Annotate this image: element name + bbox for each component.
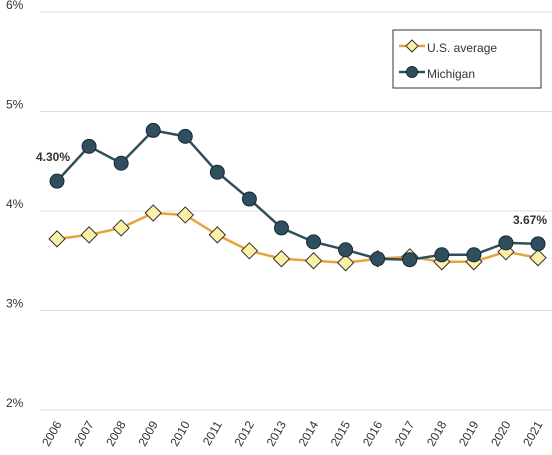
marker — [48, 230, 66, 248]
x-tick-label: 2010 — [167, 418, 193, 448]
marker — [145, 122, 161, 138]
marker — [240, 242, 259, 260]
legend-label: Michigan — [427, 67, 475, 81]
marker — [208, 226, 227, 244]
x-tick-label: 2012 — [232, 418, 258, 448]
x-tick-label: 2014 — [296, 418, 322, 448]
marker — [434, 247, 450, 263]
x-tick-label: 2009 — [135, 418, 161, 448]
x-tick-label: 2016 — [360, 418, 386, 448]
marker — [306, 234, 322, 250]
legend-marker — [406, 66, 418, 78]
x-tick-label: 2013 — [264, 418, 290, 448]
legend-box — [392, 29, 542, 89]
marker — [177, 128, 193, 144]
marker — [144, 204, 162, 222]
legend-marker — [405, 39, 419, 53]
marker — [272, 250, 291, 268]
marker — [304, 252, 323, 270]
y-tick-label: 3% — [6, 297, 24, 311]
legend-label: U.S. average — [427, 41, 497, 55]
x-tick-label: 2018 — [424, 418, 450, 448]
x-tick-label: 2015 — [328, 418, 354, 448]
y-tick-label: 5% — [6, 98, 24, 112]
marker — [498, 235, 514, 251]
marker — [81, 138, 97, 154]
marker — [209, 164, 225, 180]
marker — [273, 220, 289, 236]
marker — [338, 242, 354, 258]
marker — [112, 219, 130, 237]
x-tick-label: 2021 — [520, 418, 546, 448]
marker — [176, 206, 194, 224]
marker — [466, 247, 482, 263]
marker — [80, 226, 98, 244]
y-tick-label: 6% — [6, 0, 24, 12]
data-label: 3.67% — [513, 213, 547, 227]
x-tick-label: 2006 — [39, 418, 65, 448]
y-tick-label: 2% — [6, 396, 24, 410]
x-tick-label: 2020 — [488, 418, 514, 448]
marker — [529, 249, 547, 267]
data-label: 4.30% — [36, 150, 70, 164]
x-tick-label: 2011 — [200, 418, 225, 448]
marker — [530, 236, 546, 252]
marker — [241, 191, 257, 207]
marker — [402, 252, 418, 268]
x-tick-label: 2008 — [103, 418, 129, 448]
marker — [370, 251, 386, 267]
marker — [113, 155, 129, 171]
marker — [336, 254, 355, 272]
series-line — [56, 129, 539, 262]
x-tick-label: 2019 — [456, 418, 482, 448]
series-line — [56, 211, 539, 264]
x-tick-label: 2017 — [392, 418, 418, 448]
x-tick-label: 2007 — [71, 418, 97, 448]
y-tick-label: 4% — [6, 197, 24, 211]
marker — [49, 173, 65, 189]
